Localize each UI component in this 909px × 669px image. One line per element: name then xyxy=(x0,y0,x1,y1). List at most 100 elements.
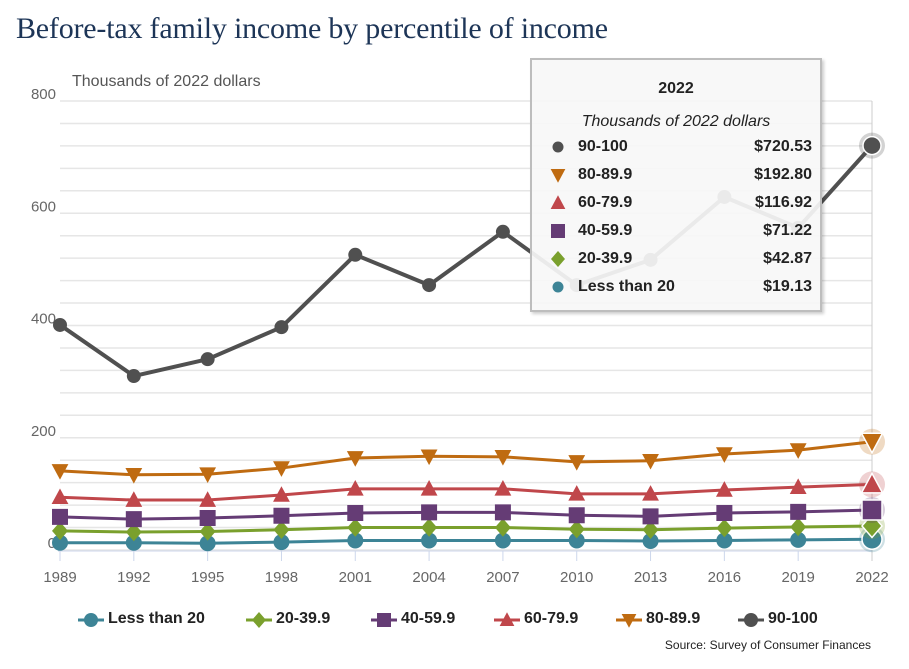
data-point[interactable] xyxy=(568,455,586,471)
data-point[interactable] xyxy=(125,491,143,507)
y-tick-label: 600 xyxy=(31,198,56,215)
tooltip-row: 90-100 $720.53 xyxy=(550,136,812,162)
tooltip-row: 60-79.9 $116.92 xyxy=(550,192,812,218)
data-point[interactable] xyxy=(126,369,141,384)
tooltip-row: 20-39.9 $42.87 xyxy=(550,248,812,274)
data-point[interactable] xyxy=(642,533,659,550)
data-point[interactable] xyxy=(568,485,586,501)
data-point[interactable] xyxy=(420,449,438,466)
x-tick-label: 1998 xyxy=(265,569,298,586)
data-point[interactable] xyxy=(861,499,883,521)
data-point[interactable] xyxy=(421,518,438,537)
data-point[interactable] xyxy=(52,534,68,551)
data-point[interactable] xyxy=(52,508,68,525)
x-tick-label: 2004 xyxy=(412,569,445,586)
data-point[interactable] xyxy=(568,520,585,539)
data-point[interactable] xyxy=(347,504,364,521)
legend-label: 60-79.9 xyxy=(524,610,579,627)
data-point[interactable] xyxy=(790,517,807,537)
data-point[interactable] xyxy=(495,224,510,239)
y-tick-label: 0 xyxy=(48,535,56,552)
data-point[interactable] xyxy=(199,535,216,552)
data-point[interactable] xyxy=(494,504,511,521)
data-point[interactable] xyxy=(642,485,659,501)
data-point[interactable] xyxy=(125,522,142,542)
tooltip-series-label: 80-89.9 xyxy=(578,166,633,183)
x-tick-label: 2001 xyxy=(339,569,372,586)
data-point[interactable] xyxy=(273,486,290,502)
data-point[interactable] xyxy=(52,521,68,541)
x-tick-label: 2016 xyxy=(708,569,741,586)
data-point[interactable] xyxy=(862,135,882,156)
hover-tooltip: 2022 Thousands of 2022 dollars 90-100 $72… xyxy=(530,58,822,312)
data-point[interactable] xyxy=(642,453,659,470)
data-point[interactable] xyxy=(861,513,883,539)
data-point[interactable] xyxy=(53,317,67,332)
triangle-marker-icon xyxy=(550,195,566,209)
data-point[interactable] xyxy=(199,467,217,484)
data-point[interactable] xyxy=(274,320,289,335)
data-point[interactable] xyxy=(51,464,69,480)
data-point[interactable] xyxy=(422,278,437,293)
data-point[interactable] xyxy=(494,518,511,537)
tooltip-series-value: $192.80 xyxy=(754,166,812,183)
data-point[interactable] xyxy=(346,480,364,496)
data-point[interactable] xyxy=(273,507,290,524)
data-point[interactable] xyxy=(200,352,215,367)
square-marker-icon xyxy=(551,224,565,238)
data-point[interactable] xyxy=(642,520,659,539)
diamond-legend-icon xyxy=(246,611,272,629)
x-tick-label: 2013 xyxy=(634,569,667,586)
data-point[interactable] xyxy=(273,534,290,551)
tooltip-series-value: $116.92 xyxy=(755,194,812,211)
tooltip-row: 80-89.9 $192.80 xyxy=(550,164,812,190)
data-point[interactable] xyxy=(568,507,585,524)
data-point[interactable] xyxy=(420,480,438,496)
data-point[interactable] xyxy=(199,522,216,541)
data-point[interactable] xyxy=(789,478,807,494)
series-line-p20 xyxy=(59,524,873,534)
data-point[interactable] xyxy=(421,532,438,549)
data-point[interactable] xyxy=(125,467,143,484)
series-p80 xyxy=(51,428,885,484)
series-line-p80 xyxy=(59,440,873,477)
data-point[interactable] xyxy=(715,481,733,497)
data-point[interactable] xyxy=(273,520,290,539)
data-point[interactable] xyxy=(346,451,364,467)
data-point[interactable] xyxy=(790,503,807,520)
series-line-lt20 xyxy=(60,537,873,545)
data-point[interactable] xyxy=(715,447,733,463)
tooltip-year: 2022 xyxy=(658,80,694,97)
data-point[interactable] xyxy=(494,532,511,549)
y-axis-label: Thousands of 2022 dollars xyxy=(72,73,261,90)
data-point[interactable] xyxy=(347,532,364,549)
legend-label: 40-59.9 xyxy=(401,610,456,627)
data-point[interactable] xyxy=(642,508,659,525)
data-point[interactable] xyxy=(347,518,364,537)
data-point[interactable] xyxy=(494,480,512,496)
tooltip-series-label: 90-100 xyxy=(578,138,628,155)
data-point[interactable] xyxy=(51,488,69,505)
y-tick-label: 200 xyxy=(31,423,56,440)
data-point[interactable] xyxy=(716,504,733,521)
tooltip-units: Thousands of 2022 dollars xyxy=(581,113,771,130)
data-point[interactable] xyxy=(789,443,807,459)
legend-label: 20-39.9 xyxy=(276,610,331,627)
data-point[interactable] xyxy=(273,461,290,477)
data-point[interactable] xyxy=(199,491,217,507)
data-point[interactable] xyxy=(348,247,363,262)
tooltip-series-value: $19.13 xyxy=(763,278,812,295)
data-point[interactable] xyxy=(860,471,884,494)
data-point[interactable] xyxy=(716,532,733,549)
data-point[interactable] xyxy=(568,532,585,549)
circle-marker-icon xyxy=(552,281,564,293)
square-legend-icon xyxy=(371,613,397,627)
data-point[interactable] xyxy=(125,534,142,551)
data-point[interactable] xyxy=(125,511,142,528)
data-point[interactable] xyxy=(494,450,512,466)
data-point[interactable] xyxy=(860,432,884,455)
data-point[interactable] xyxy=(421,504,438,521)
data-point[interactable] xyxy=(790,531,807,548)
data-point[interactable] xyxy=(716,518,733,538)
data-point[interactable] xyxy=(199,510,216,527)
